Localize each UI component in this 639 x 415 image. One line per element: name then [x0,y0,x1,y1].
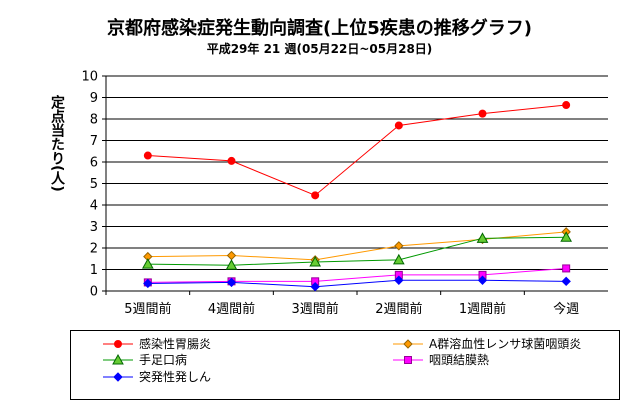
data-point [309,255,322,267]
y-tick-label: 4 [90,199,98,214]
line-chart: 0 1 2 3 4 5 6 7 8 9 10 5週間前 4週間前 3週間前 2週間前 1週間前 今週 [81,70,608,317]
y-tick-label: 2 [90,242,98,257]
grid-lines [102,75,608,295]
data-point [143,278,153,289]
x-tick-label: 1週間前 [459,301,506,317]
data-point [112,353,124,364]
legend-label: A群溶血性レンサ球菌咽頭炎 [429,336,582,351]
legend-item: 感染性胃腸炎 [101,334,211,352]
y-tick-label: 7 [90,134,98,149]
data-point [226,277,237,288]
legend-item: 突発性発しん [101,367,211,385]
data-point [562,101,571,110]
legend-swatch [103,371,133,382]
data-point [311,191,320,200]
series-1 [143,227,571,265]
series-line [147,236,567,266]
x-tick-label: 3週間前 [292,301,339,317]
y-tick-label: 6 [90,156,98,171]
series-group [141,101,573,292]
data-point [114,339,122,348]
data-point [562,264,571,273]
data-point [478,109,487,118]
data-point [561,276,571,287]
legend-item: 咽頭結膜熱 [391,350,489,368]
series-0 [143,101,571,200]
data-point [403,338,413,349]
legend-label: 感染性胃腸炎 [139,336,212,351]
x-tick-label: 4週間前 [208,301,255,317]
series-4 [143,275,571,292]
data-point [143,151,152,160]
series-line [147,231,567,261]
data-point [477,275,488,285]
legend-label: 手足口病 [139,352,188,367]
data-point [394,121,403,130]
data-point [310,281,320,292]
data-point [394,275,404,285]
y-tick-label: 10 [81,70,98,85]
data-point [225,259,238,270]
y-tick-label: 5 [90,177,98,192]
legend-item: 手足口病 [101,350,187,368]
data-point [113,371,123,382]
x-tick-label: 5週間前 [124,301,171,317]
series-line [147,104,567,196]
chart-title: 京都府感染症発生動向調査(上位5疾患の推移グラフ) [107,18,532,39]
series-line [147,279,567,288]
chart-subtitle: 平成29年 21 週(05月22日~05月28日) [206,42,433,56]
x-tick-label: 2週間前 [375,301,422,317]
legend: 感染性胃腸炎 A群溶血性レンサ球菌咽頭炎手足口病 咽頭結膜熱突発性発しん [70,330,620,400]
y-tick-label: 0 [90,285,98,300]
data-point [476,232,489,243]
data-point [392,253,405,265]
x-tick-label: 今週 [553,301,579,317]
legend-label: 突発性発しん [139,369,212,384]
data-point [560,231,573,242]
y-axis-label: 定点当たり(人) [49,95,65,192]
series-2 [141,231,573,270]
legend-item: A群溶血性レンサ球菌咽頭炎 [391,334,581,352]
y-tick-label: 3 [90,220,98,235]
legend-swatch [103,353,133,364]
x-tick-labels: 5週間前 4週間前 3週間前 2週間前 1週間前 今週 [124,301,579,317]
legend-label: 咽頭結膜熱 [429,352,490,367]
legend-swatch [393,338,423,349]
y-tick-label: 9 [90,91,98,106]
series-line [147,267,567,283]
legend-swatch [393,355,423,364]
y-tick-labels: 0 1 2 3 4 5 6 7 8 9 10 [81,70,98,300]
data-point [226,250,237,261]
y-tick-label: 8 [90,113,98,128]
y-tick-label: 1 [90,263,98,278]
data-point [141,258,154,269]
data-point [394,241,404,251]
legend-swatch [103,339,133,348]
data-point [404,355,412,364]
data-point [227,156,236,165]
